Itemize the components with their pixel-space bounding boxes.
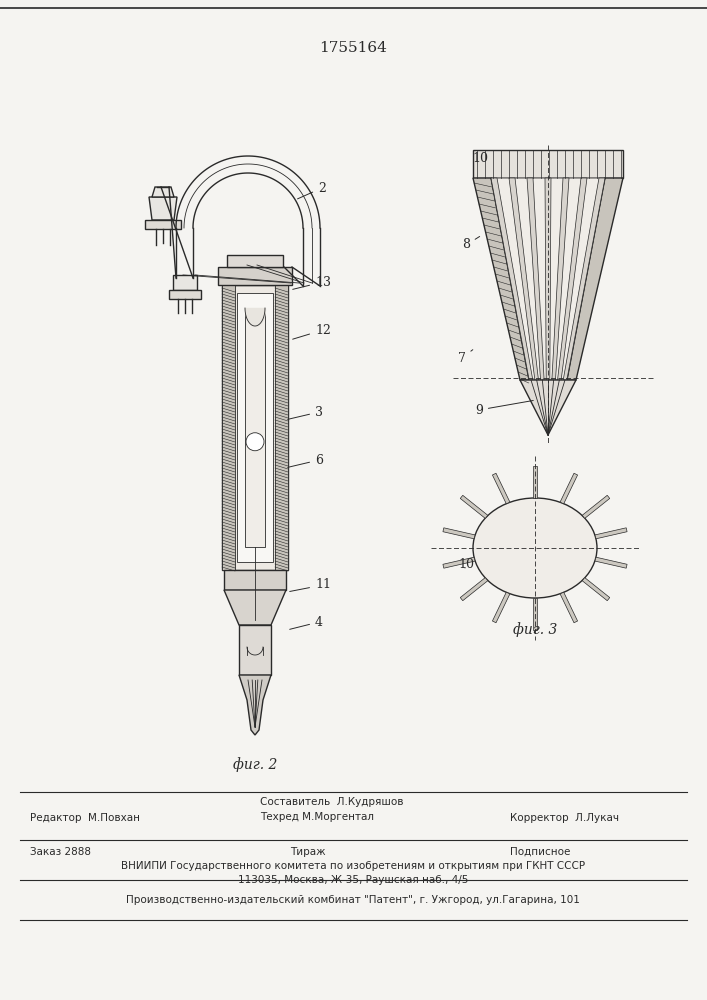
Text: Техред М.Моргентал: Техред М.Моргентал — [260, 812, 374, 822]
Circle shape — [246, 433, 264, 451]
Text: 10: 10 — [458, 558, 474, 572]
Polygon shape — [527, 178, 544, 380]
Bar — [218, 267, 292, 285]
Polygon shape — [567, 178, 623, 380]
Bar — [245, 308, 265, 547]
Bar — [275, 285, 288, 570]
Polygon shape — [583, 495, 609, 518]
Text: Составитель  Л.Кудряшов: Составитель Л.Кудряшов — [260, 797, 404, 807]
Text: 11: 11 — [290, 578, 331, 591]
Polygon shape — [558, 178, 587, 380]
Text: 113035, Москва, Ж-35, Раушская наб., 4/5: 113035, Москва, Ж-35, Раушская наб., 4/5 — [238, 875, 468, 885]
Polygon shape — [552, 178, 569, 380]
Polygon shape — [443, 528, 475, 539]
Bar — [222, 285, 288, 570]
Polygon shape — [533, 598, 537, 630]
Text: фиг. 3: фиг. 3 — [513, 623, 557, 637]
Text: Заказ 2888: Заказ 2888 — [30, 847, 91, 857]
Ellipse shape — [473, 498, 597, 598]
Polygon shape — [460, 578, 488, 601]
Text: 2: 2 — [298, 182, 326, 199]
Text: 8: 8 — [462, 236, 479, 251]
Polygon shape — [520, 380, 576, 435]
Bar — [227, 255, 283, 267]
Polygon shape — [473, 178, 529, 380]
Text: фиг. 2: фиг. 2 — [233, 758, 277, 772]
Bar — [237, 293, 273, 562]
Polygon shape — [149, 197, 177, 220]
Bar — [224, 570, 286, 590]
Polygon shape — [491, 178, 533, 380]
Text: 9: 9 — [475, 400, 533, 416]
Polygon shape — [545, 178, 551, 380]
Text: Редактор  М.Повхан: Редактор М.Повхан — [30, 813, 140, 823]
Polygon shape — [169, 290, 201, 299]
Text: 1755164: 1755164 — [319, 41, 387, 55]
Polygon shape — [239, 675, 271, 735]
Polygon shape — [595, 557, 627, 568]
Polygon shape — [563, 178, 605, 380]
Text: 12: 12 — [293, 324, 331, 339]
Polygon shape — [145, 220, 181, 229]
Text: Подписное: Подписное — [510, 847, 571, 857]
Text: 13: 13 — [293, 275, 331, 289]
Text: ВНИИПИ Государственного комитета по изобретениям и открытиям при ГКНТ СССР: ВНИИПИ Государственного комитета по изоб… — [121, 861, 585, 871]
Polygon shape — [443, 557, 475, 568]
Text: 3: 3 — [288, 406, 323, 419]
Text: Корректор  Л.Лукач: Корректор Л.Лукач — [510, 813, 619, 823]
Text: 6: 6 — [288, 454, 323, 467]
Bar — [222, 285, 235, 570]
Text: Производственно-издательский комбинат "Патент", г. Ужгород, ул.Гагарина, 101: Производственно-издательский комбинат "П… — [126, 895, 580, 905]
Polygon shape — [492, 473, 510, 504]
Polygon shape — [173, 275, 197, 290]
Text: 10: 10 — [472, 151, 488, 164]
Polygon shape — [460, 495, 488, 518]
Polygon shape — [224, 590, 286, 625]
Text: 7: 7 — [458, 350, 473, 364]
Bar — [239, 625, 271, 675]
Polygon shape — [595, 528, 627, 539]
Polygon shape — [509, 178, 539, 380]
Polygon shape — [533, 466, 537, 498]
Polygon shape — [560, 592, 578, 623]
Polygon shape — [492, 592, 510, 623]
Polygon shape — [560, 473, 578, 504]
Text: 4: 4 — [290, 615, 323, 629]
Polygon shape — [583, 578, 609, 601]
Text: Тираж: Тираж — [290, 847, 326, 857]
Polygon shape — [491, 178, 605, 380]
Polygon shape — [152, 187, 174, 197]
Bar — [473, 150, 623, 178]
